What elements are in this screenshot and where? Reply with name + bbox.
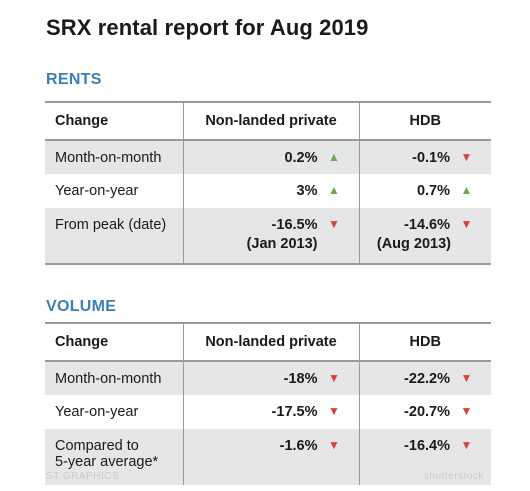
private-value: 3%: [296, 183, 318, 199]
hdb-peak-date: (Aug 2013): [376, 236, 451, 252]
table-row: Year-on-year -17.5% -20.7%: [45, 395, 491, 429]
hdb-value: -0.1%: [412, 150, 450, 166]
volume-header-row: Change Non-landed private HDB: [45, 322, 491, 362]
row-label: Year-on-year: [55, 404, 139, 420]
table-row: Month-on-month -18% -22.2%: [45, 361, 491, 395]
hdb-value: -20.7%: [404, 404, 450, 420]
volume-table: Change Non-landed private HDB Month-on-m…: [45, 322, 491, 485]
row-label-line2: 5-year average*: [55, 454, 159, 470]
private-value: -16.5%: [271, 217, 318, 233]
private-value-cell: -16.5% (Jan 2013): [182, 208, 359, 265]
hdb-value-cell: -16.4%: [358, 429, 491, 485]
rents-header-change: Change: [45, 101, 183, 141]
rents-heading: RENTS: [46, 71, 102, 88]
private-value: -17.5%: [271, 404, 318, 420]
down-arrow-icon: [460, 438, 473, 452]
report-title: SRX rental report for Aug 2019: [46, 15, 369, 40]
private-value-cell: -17.5%: [182, 395, 359, 429]
row-label: Year-on-year: [55, 183, 139, 199]
table-row: From peak (date) -16.5% (Jan 2013) -14.6…: [45, 208, 491, 265]
up-arrow-icon: [328, 183, 341, 197]
up-arrow-icon: [328, 150, 341, 164]
hdb-value-cell: -14.6% (Aug 2013): [358, 208, 491, 265]
row-label-line1: Compared to: [55, 438, 139, 454]
down-arrow-icon: [460, 404, 473, 418]
watermark-left: ST GRAPHICS: [46, 471, 120, 482]
private-value-cell: -1.6%: [182, 429, 359, 485]
down-arrow-icon: [460, 150, 473, 164]
private-value-cell: 3%: [182, 174, 359, 208]
row-label: Month-on-month: [45, 140, 183, 174]
row-label: Compared to 5-year average*: [45, 429, 183, 485]
volume-header-private: Non-landed private: [182, 322, 359, 362]
watermark-right: shutterstock: [424, 471, 484, 482]
rents-header-hdb: HDB: [358, 101, 491, 141]
down-arrow-icon: [460, 217, 473, 231]
private-value: -1.6%: [279, 438, 318, 454]
volume-heading: VOLUME: [46, 298, 117, 315]
private-value-cell: 0.2%: [182, 140, 359, 174]
hdb-value: -16.4%: [404, 438, 450, 454]
hdb-value-cell: -0.1%: [358, 140, 491, 174]
hdb-value-cell: -20.7%: [358, 395, 491, 429]
hdb-value: -22.2%: [404, 371, 450, 387]
row-label: From peak (date): [45, 208, 183, 265]
volume-header-change: Change: [45, 322, 183, 362]
hdb-value-cell: -22.2%: [358, 361, 491, 395]
rents-table: Change Non-landed private HDB Month-on-m…: [45, 101, 491, 265]
table-row: Year-on-year 3% 0.7%: [45, 174, 491, 208]
rents-header-private: Non-landed private: [182, 101, 359, 141]
private-peak-date: (Jan 2013): [246, 236, 318, 252]
down-arrow-icon: [328, 371, 341, 385]
private-value-cell: -18%: [182, 361, 359, 395]
table-row: Month-on-month 0.2% -0.1%: [45, 140, 491, 174]
up-arrow-icon: [460, 183, 473, 197]
table-row: Compared to 5-year average* -1.6% -16.4%: [45, 429, 491, 485]
volume-header-hdb: HDB: [358, 322, 491, 362]
down-arrow-icon: [328, 404, 341, 418]
down-arrow-icon: [460, 371, 473, 385]
hdb-value: -14.6%: [404, 217, 450, 233]
private-value: -18%: [283, 371, 318, 387]
private-value: 0.2%: [284, 150, 318, 166]
down-arrow-icon: [328, 217, 341, 231]
down-arrow-icon: [328, 438, 341, 452]
rents-header-row: Change Non-landed private HDB: [45, 101, 491, 141]
hdb-value-cell: 0.7%: [358, 174, 491, 208]
hdb-value: 0.7%: [416, 183, 450, 199]
row-label: Month-on-month: [45, 361, 183, 395]
